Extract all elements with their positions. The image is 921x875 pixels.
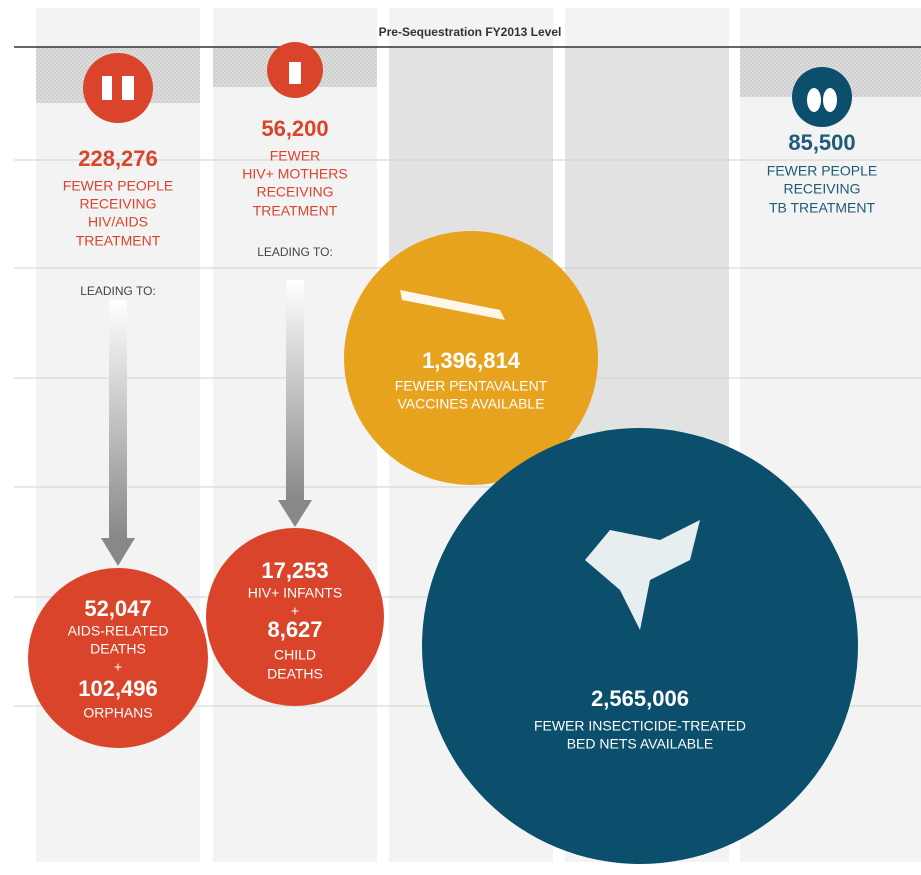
label: TREATMENT [253,203,338,219]
label: TB TREATMENT [769,200,875,216]
number: 17,253 [261,558,328,583]
label: BED NETS AVAILABLE [567,736,714,752]
number: 52,047 [84,596,151,621]
label: AIDS-RELATED [68,623,169,639]
label: VACCINES AVAILABLE [397,396,544,412]
label: HIV/AIDS [88,214,148,230]
label: CHILD [274,647,316,663]
label: HIV+ INFANTS [248,585,343,601]
number: 2,565,006 [591,686,689,711]
label: RECEIVING [783,181,860,197]
label: ORPHANS [83,705,152,721]
label: TREATMENT [76,233,161,249]
number: 56,200 [261,116,328,141]
label: FEWER PEOPLE [63,178,173,194]
leading: LEADING TO: [257,245,333,259]
label: RECEIVING [79,196,156,212]
number: 8,627 [267,617,322,642]
label: FEWER PENTAVALENT [395,378,548,394]
label: DEATHS [267,666,323,682]
circle [422,428,858,864]
label: HIV+ MOTHERS [242,166,347,182]
number: 102,496 [78,676,158,701]
number: 85,500 [788,130,855,155]
number: 228,276 [78,146,158,171]
header-title: Pre-Sequestration FY2013 Level [379,25,562,39]
leading: LEADING TO: [80,284,156,298]
label: DEATHS [90,641,146,657]
label: FEWER INSECTICIDE-TREATED [534,718,746,734]
infographic: Pre-Sequestration FY2013 Level 228,276 F… [0,0,921,875]
label: RECEIVING [256,184,333,200]
number: 1,396,814 [422,348,521,373]
label: FEWER PEOPLE [767,163,877,179]
plus: + [114,659,122,675]
label: FEWER [270,148,321,164]
